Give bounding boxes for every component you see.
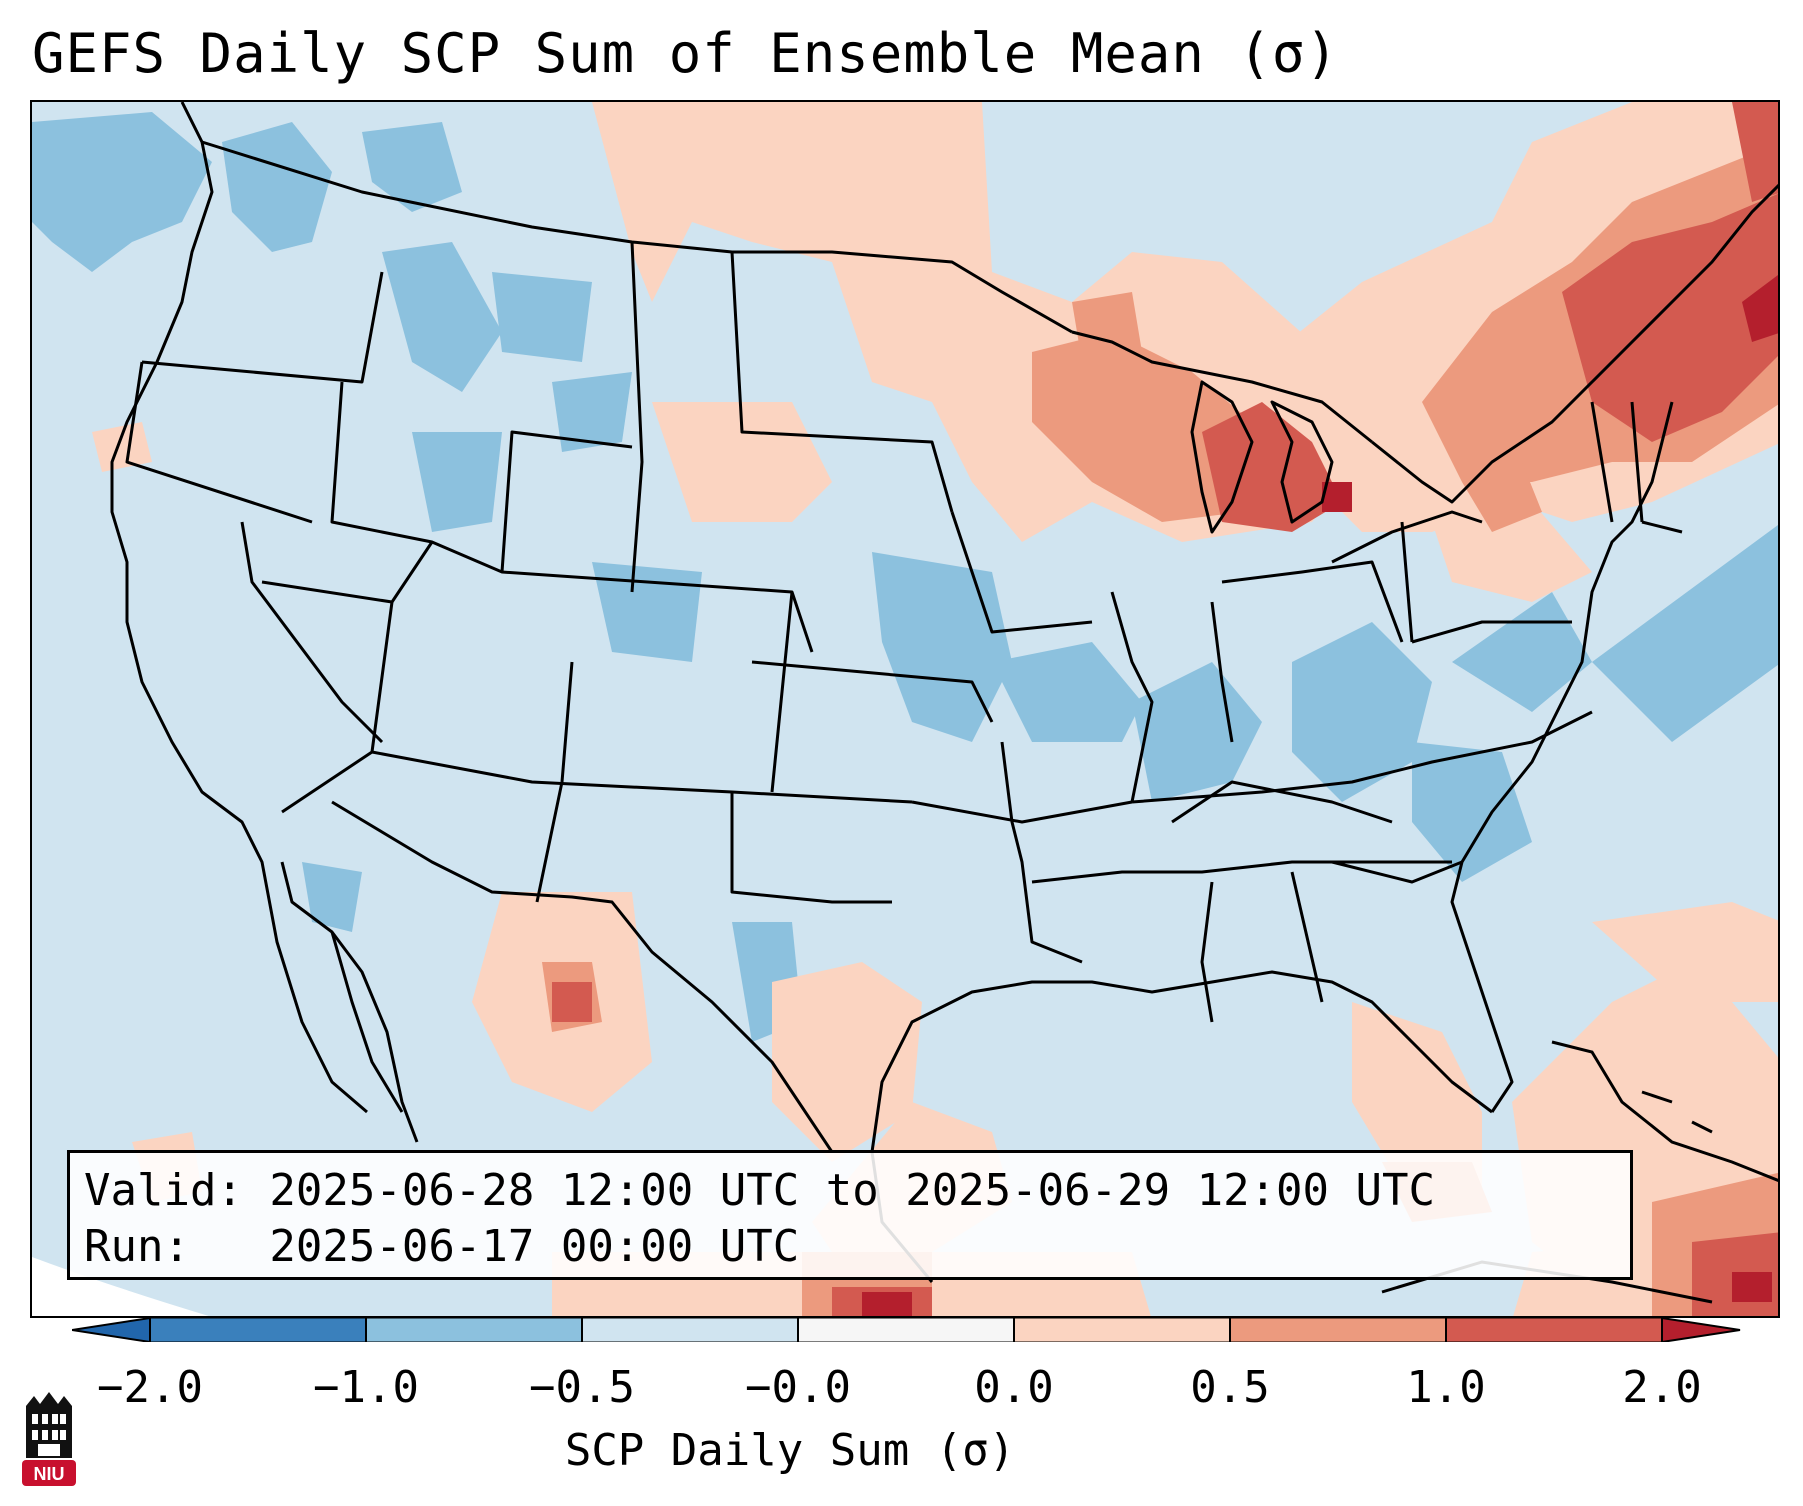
colorbar-tick-label: −1.0 bbox=[313, 1362, 419, 1413]
colorbar-segment bbox=[1229, 1318, 1447, 1342]
colorbar-segment bbox=[1013, 1318, 1231, 1342]
political-boundaries bbox=[110, 102, 1778, 1283]
colorbar-tick-label: 0.5 bbox=[1190, 1362, 1270, 1413]
colorbar-max-extension bbox=[1661, 1318, 1741, 1342]
colorbar-tick-marks bbox=[149, 1318, 1663, 1342]
chart-title: GEFS Daily SCP Sum of Ensemble Mean (σ) bbox=[32, 22, 1339, 85]
run-time-text: Run: 2025-06-17 00:00 UTC bbox=[84, 1221, 800, 1272]
colorbar-min-extension bbox=[72, 1318, 151, 1342]
colorbar bbox=[72, 1318, 1741, 1342]
colorbar-tick-label: −2.0 bbox=[97, 1362, 203, 1413]
logo-text: NIU bbox=[34, 1464, 65, 1484]
negative-anomaly-regions bbox=[32, 112, 1778, 1042]
niu-logo: NIU bbox=[22, 1392, 76, 1486]
colorbar-tick-label: −0.5 bbox=[529, 1362, 635, 1413]
colorbar-label: SCP Daily Sum (σ) bbox=[564, 1425, 1016, 1476]
colorbar-segment bbox=[149, 1318, 367, 1342]
colorbar-segment bbox=[581, 1318, 799, 1342]
valid-run-info-box: Valid: 2025-06-28 12:00 UTC to 2025-06-2… bbox=[67, 1150, 1633, 1280]
colorbar-tick-label: 1.0 bbox=[1406, 1362, 1486, 1413]
colorbar-tick-label: 0.0 bbox=[974, 1362, 1054, 1413]
colorbar-segment bbox=[1445, 1318, 1663, 1342]
colorbar-segment bbox=[797, 1318, 1015, 1342]
projection-edge-left bbox=[32, 1257, 209, 1316]
positive-anomaly-extreme bbox=[862, 275, 1778, 1316]
colorbar-segment bbox=[365, 1318, 583, 1342]
colorbar-tick-label: −0.0 bbox=[745, 1362, 851, 1413]
map-canvas bbox=[32, 102, 1778, 1316]
map-panel bbox=[30, 100, 1780, 1318]
colorbar-tick-label: 2.0 bbox=[1622, 1362, 1702, 1413]
valid-time-text: Valid: 2025-06-28 12:00 UTC to 2025-06-2… bbox=[84, 1165, 1436, 1216]
